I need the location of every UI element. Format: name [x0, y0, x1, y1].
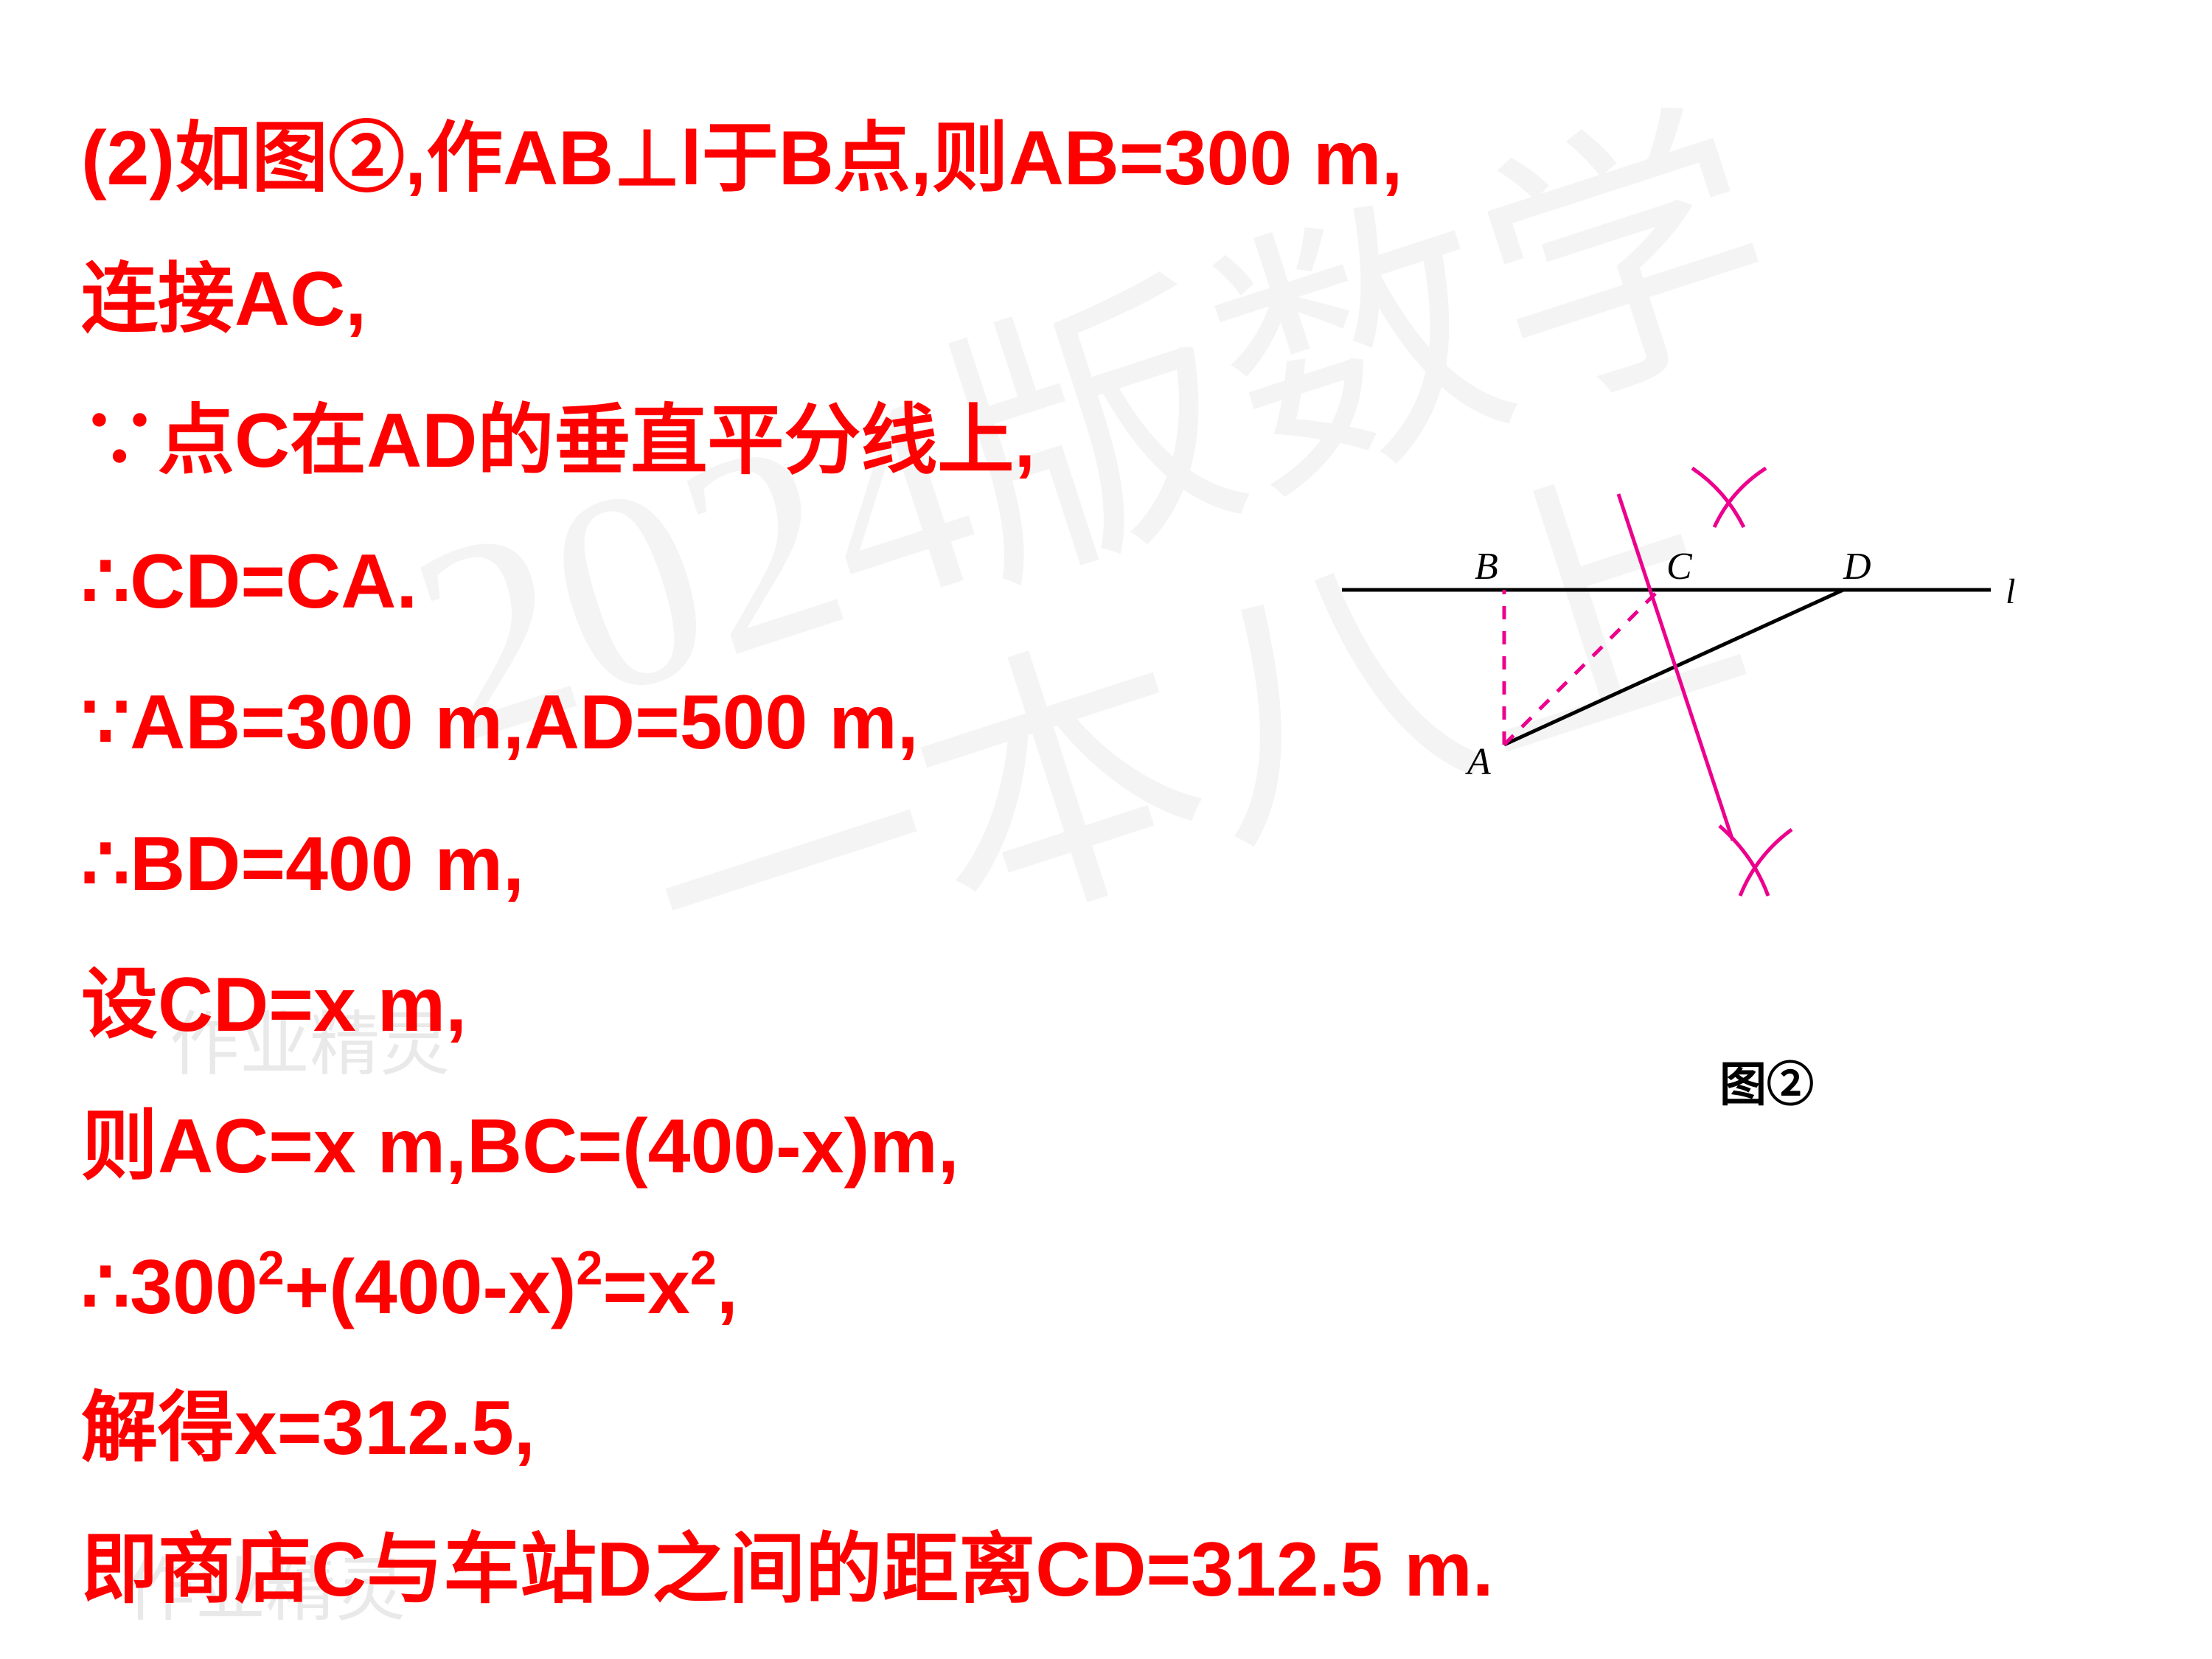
line-3: ∵点C在AD的垂直平分线上, [81, 371, 1482, 512]
line-6: ∴BD=400 m, [81, 794, 1482, 935]
segment-AC [1504, 590, 1659, 745]
line-9-seg-b: +(400-x) [285, 1245, 577, 1330]
line-7: 设CD=x m, [81, 935, 1482, 1076]
line-5: ∵AB=300 m,AD=500 m, [81, 653, 1482, 793]
line-11: 即商店C与车站D之间的距离CD=312.5 m. [81, 1500, 1482, 1641]
arc-mark-top [1692, 468, 1766, 527]
line-2: 连接AC, [81, 229, 1482, 370]
line-9-seg-c: =x [602, 1245, 690, 1330]
figure-2: B C D A l [1312, 428, 2050, 944]
label-B: B [1475, 546, 1498, 588]
label-A: A [1465, 741, 1491, 783]
exp-2: 2 [577, 1242, 603, 1295]
label-D: D [1843, 546, 1871, 588]
label-l: l [2006, 572, 2015, 611]
line-1: (2)如图②,作AB⊥l于B点,则AB=300 m, [81, 88, 1482, 229]
line-9-seg-d: , [717, 1245, 738, 1330]
exp-1: 2 [258, 1242, 285, 1295]
solution-text: (2)如图②,作AB⊥l于B点,则AB=300 m, 连接AC, ∵点C在AD的… [81, 88, 1482, 1641]
exp-3: 2 [690, 1242, 717, 1295]
line-9: ∴3002+(400-x)2=x2, [81, 1217, 1482, 1358]
geometry-diagram: B C D A l [1312, 428, 2050, 944]
line-8: 则AC=x m,BC=(400-x)m, [81, 1077, 1482, 1217]
label-C: C [1666, 546, 1693, 588]
line-4: ∴CD=CA. [81, 512, 1482, 653]
figure-caption: 图② [1719, 1047, 1814, 1115]
arc-mark-bottom [1719, 826, 1792, 896]
line-9-seg-a: ∴300 [81, 1245, 258, 1330]
line-10: 解得x=312.5, [81, 1358, 1482, 1499]
